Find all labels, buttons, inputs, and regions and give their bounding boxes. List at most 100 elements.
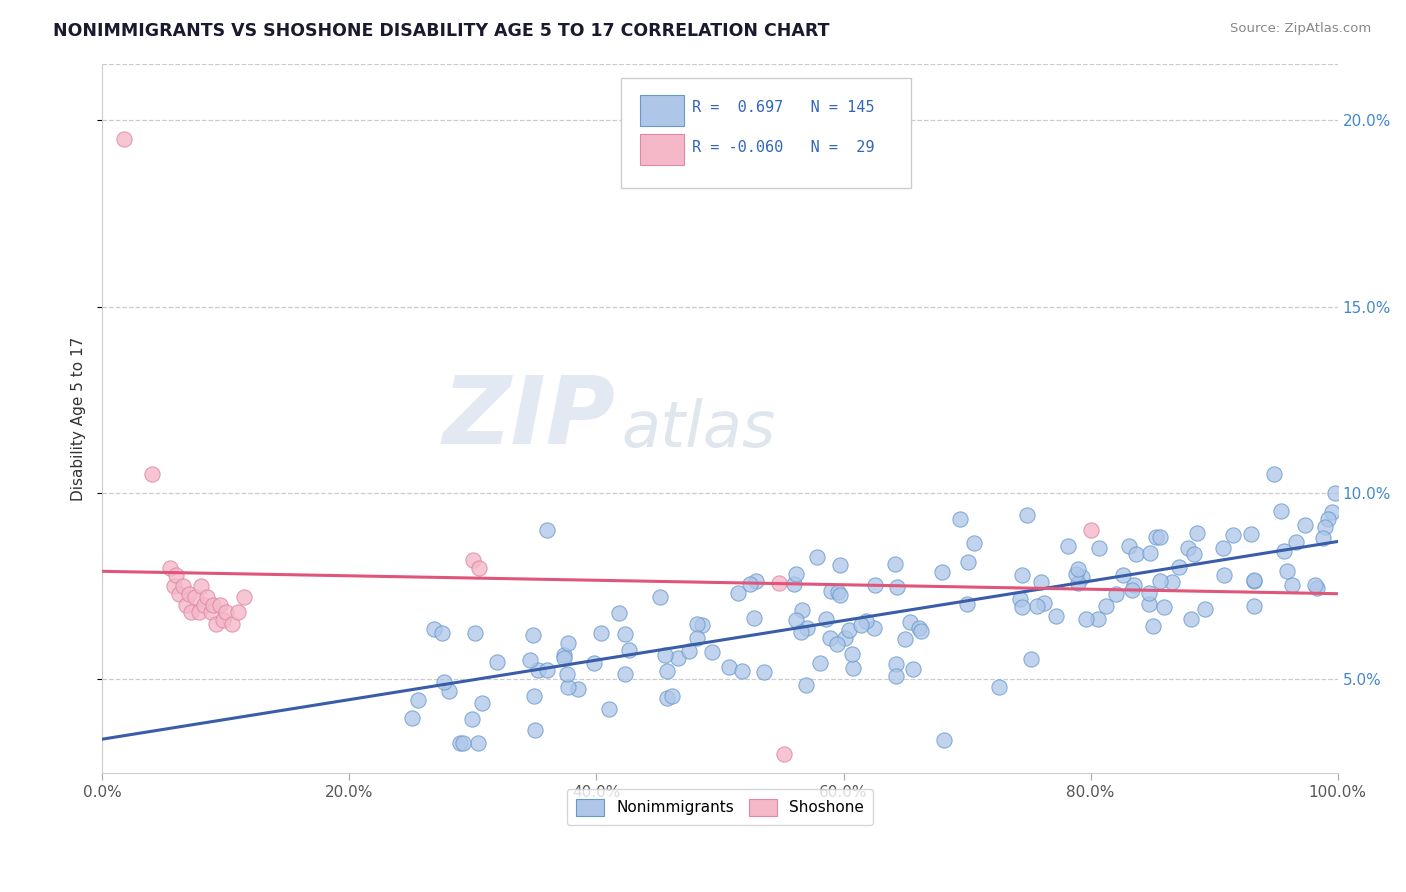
Point [855,614,877,628]
Point [910,624,932,638]
Point [589,625,612,640]
Point [1074,612,1097,626]
Point [898,615,921,629]
Point [690,618,713,632]
Point [1010,592,1032,607]
Point [1032,596,1054,610]
Point [851,618,873,632]
Point [567,681,589,696]
Point [193,598,215,612]
Point [678,644,700,658]
Point [557,680,579,694]
Point [1149,574,1171,588]
Point [1222,527,1244,541]
Point [1161,574,1184,589]
Point [1312,531,1334,545]
Point [785,566,807,581]
Point [1019,651,1042,665]
Point [1270,504,1292,518]
Point [1066,561,1088,575]
Point [553,648,575,662]
Point [184,591,207,605]
Point [212,613,235,627]
Point [806,550,828,565]
Point [1137,597,1160,611]
Point [1095,599,1118,613]
Point [485,656,508,670]
Point [1070,570,1092,584]
Point [406,692,429,706]
Point [215,605,238,619]
Point [963,536,986,550]
Point [792,603,814,617]
Point [141,467,163,482]
Text: atlas: atlas [621,398,775,460]
Point [752,665,775,679]
Point [468,560,491,574]
Point [464,626,486,640]
Text: Source: ZipAtlas.com: Source: ZipAtlas.com [1230,22,1371,36]
Point [1285,535,1308,549]
Point [1066,576,1088,591]
Point [657,664,679,678]
Point [200,605,222,619]
Point [190,579,212,593]
Point [1087,612,1109,626]
Point [901,662,924,676]
Point [1139,586,1161,600]
Point [613,627,636,641]
Point [165,568,187,582]
Point [815,612,838,626]
FancyBboxPatch shape [640,134,685,165]
Point [114,131,136,145]
Point [233,591,256,605]
Point [745,574,768,588]
Point [1240,527,1263,541]
Point [1212,541,1234,555]
Point [956,555,979,569]
Point [1294,518,1316,533]
Point [727,586,749,600]
Point [654,648,676,662]
Point [830,588,852,602]
Point [1064,566,1087,581]
Point [1167,560,1189,574]
Point [884,668,907,682]
Point [1011,568,1033,582]
FancyBboxPatch shape [640,95,685,126]
Point [1153,599,1175,614]
Point [1324,486,1347,500]
Point [865,577,887,591]
Point [167,587,190,601]
Point [1316,512,1339,526]
Point [1087,541,1109,555]
Point [1243,573,1265,587]
Point [1320,505,1343,519]
Point [163,579,186,593]
Point [159,560,181,574]
Point [834,631,856,645]
Point [1275,564,1298,578]
Point [648,590,671,604]
Point [666,651,689,665]
Point [208,598,231,612]
Point [195,591,218,605]
Point [1177,541,1199,556]
Point [461,553,484,567]
Point [1144,530,1167,544]
Point [893,632,915,646]
Point [1184,547,1206,561]
Point [949,512,972,526]
Point [1139,546,1161,560]
Point [471,696,494,710]
Point [796,621,818,635]
Point [523,723,546,737]
Point [553,650,575,665]
Point [686,616,709,631]
Point [1243,599,1265,613]
Point [768,575,790,590]
Point [536,524,558,538]
Point [598,701,620,715]
Point [423,622,446,636]
Point [785,613,807,627]
